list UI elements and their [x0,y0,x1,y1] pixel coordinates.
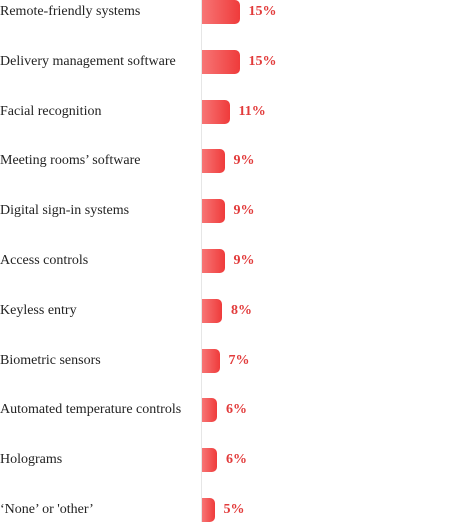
category-label: Access controls [0,253,89,268]
category-label: Meeting rooms’ software [0,153,141,169]
value-label: 15% [248,4,277,19]
bar [202,348,220,373]
category-label: Facial recognition [0,103,102,119]
category-label: Holograms [0,452,63,468]
value-label: 9% [233,153,255,169]
bar [202,149,225,174]
category-label: Biometric sensors [0,352,101,368]
value-label: 6% [226,452,247,468]
value-label: 7% [228,352,250,368]
value-label: 9% [233,253,255,268]
value-label: 15% [248,53,277,69]
value-label: 5% [223,502,245,517]
value-label: 11% [238,103,266,119]
bar [202,448,217,473]
bar [202,49,240,74]
category-label: Remote-friendly systems [0,4,141,19]
bar [202,498,215,522]
bar [202,298,222,323]
category-label: Digital sign-in systems [0,203,130,219]
value-label: 9% [233,203,255,219]
value-label: 8% [231,302,252,318]
bar [202,398,217,423]
category-label: ‘None’ or 'other’ [0,502,94,517]
bar [202,199,225,224]
category-label: Keyless entry [0,302,77,318]
category-label: Delivery management software [0,53,176,69]
value-label: 6% [226,402,247,418]
category-label: Automated temperature controls [0,402,182,418]
bar [202,249,225,273]
bar [202,0,240,24]
bar [202,99,230,124]
y-axis-line [201,0,202,522]
